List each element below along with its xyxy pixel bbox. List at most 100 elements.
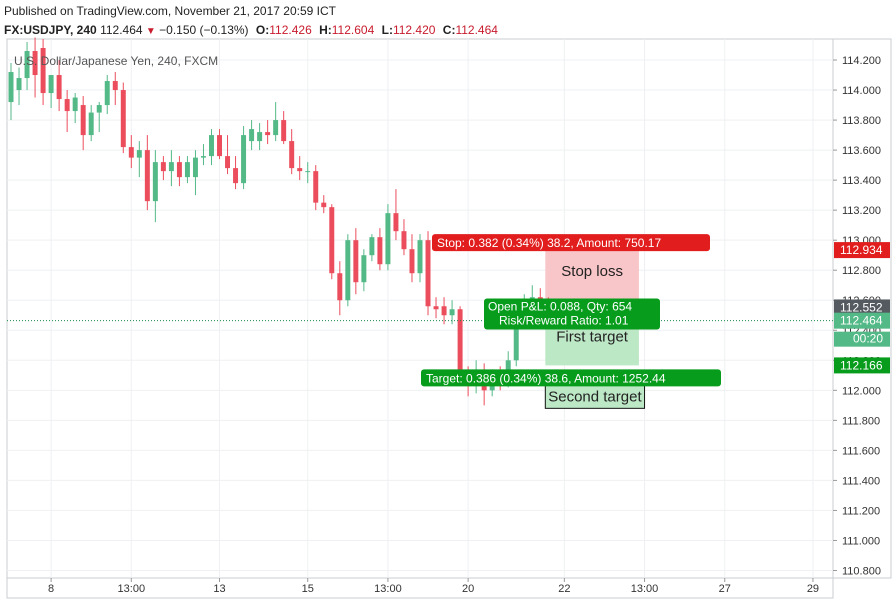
grid <box>6 38 892 599</box>
candle <box>16 78 22 91</box>
high-value: 112.604 <box>331 23 375 37</box>
candle <box>369 237 375 256</box>
close-value: 112.464 <box>455 23 498 37</box>
stop-level-tag-bg <box>834 242 890 259</box>
risk-reward-text: Risk/Reward Ratio: 1.01 <box>499 313 629 327</box>
countdown-text: 00:20 <box>853 332 883 346</box>
candle <box>104 81 110 106</box>
current-price-tag-bg <box>834 312 890 329</box>
x-tick-label: 8 <box>48 583 54 595</box>
candle <box>257 132 263 142</box>
x-tick-label: 13:00 <box>374 583 402 595</box>
candle <box>329 207 335 274</box>
price-change: −0.150 (−0.13%) <box>159 23 249 37</box>
time-axis-frame <box>6 577 834 599</box>
entry-level-tag: 112.552 <box>840 300 883 314</box>
candle <box>305 171 311 173</box>
candle <box>337 273 343 301</box>
candle <box>313 171 319 203</box>
candle <box>40 48 46 94</box>
candle <box>265 132 271 136</box>
candle <box>345 240 351 301</box>
candle <box>160 162 166 172</box>
candle <box>56 75 62 100</box>
y-tick-label: 111.800 <box>842 415 880 427</box>
candle <box>513 306 519 361</box>
y-tick-label: 113.600 <box>842 145 881 157</box>
candle <box>297 168 303 172</box>
candle <box>48 75 54 94</box>
candle <box>152 162 158 202</box>
stop-loss-text: Stop loss <box>561 263 623 280</box>
y-tick-label: 113.200 <box>842 205 881 217</box>
x-tick-label: 20 <box>462 583 474 595</box>
second-target-text: Second target <box>548 388 642 405</box>
open-pl-badge[interactable] <box>484 298 660 330</box>
y-tick-label: 111.600 <box>842 445 880 457</box>
y-tick-label: 112.800 <box>842 265 881 277</box>
x-tick-label: 13:00 <box>631 583 659 595</box>
candle <box>80 105 86 136</box>
candle <box>72 97 78 112</box>
y-tick-label: 110.800 <box>842 565 881 577</box>
candle <box>176 162 182 178</box>
first-target-text: First target <box>556 328 629 345</box>
candle <box>449 309 455 316</box>
entry-level-tag-bg <box>834 299 890 316</box>
countdown-bg <box>834 331 890 347</box>
candle <box>120 90 126 148</box>
low-label: L: <box>381 23 393 37</box>
y-tick-label: 113.800 <box>842 115 881 127</box>
last-price: 112.464 <box>100 23 143 37</box>
low-value: 112.420 <box>392 23 436 37</box>
candle <box>409 249 415 274</box>
candle <box>361 255 367 283</box>
stop-badge[interactable] <box>432 234 710 252</box>
y-tick-label: 114.000 <box>842 85 881 97</box>
candle <box>321 202 327 208</box>
published-line: Published on TradingView.com, November 2… <box>4 4 336 18</box>
y-tick-label: 113.400 <box>842 175 881 187</box>
candle <box>184 162 190 178</box>
plot-frame <box>6 38 834 579</box>
candle <box>385 213 391 265</box>
stop-badge-text: Stop: 0.382 (0.34%) 38.2, Amount: 750.17 <box>437 236 661 250</box>
candle <box>24 51 30 79</box>
current-price-tag: 112.464 <box>840 314 883 328</box>
position-badges: Stop: 0.382 (0.34%) 38.2, Amount: 750.17… <box>421 234 721 405</box>
down-arrow-icon: ▼ <box>145 26 156 37</box>
symbol-label: FX:USDJPY, 240 <box>4 23 97 37</box>
candle <box>457 309 463 376</box>
target-badge-text: Target: 0.386 (0.34%) 38.6, Amount: 1252… <box>426 371 666 385</box>
candle <box>281 120 287 142</box>
stop-loss-zone[interactable] <box>545 250 639 308</box>
stop-level-tag: 112.934 <box>840 243 883 257</box>
candle <box>88 112 94 136</box>
open-value: 112.426 <box>269 23 312 37</box>
candle <box>192 157 198 178</box>
candle <box>8 72 14 103</box>
chart-title: U.S. Dollar/Japanese Yen, 240, FXCM <box>14 54 218 68</box>
chart-header: Published on TradingView.com, November 2… <box>4 3 888 38</box>
candle <box>32 51 38 76</box>
x-tick-label: 29 <box>807 583 819 595</box>
candle <box>401 231 407 250</box>
candle <box>417 240 423 274</box>
target-badge[interactable] <box>421 369 721 387</box>
x-tick-label: 13:00 <box>118 583 146 595</box>
close-label: C: <box>442 23 456 37</box>
candle <box>209 135 214 157</box>
candle <box>144 150 150 202</box>
candle <box>393 213 399 232</box>
candle <box>441 306 447 316</box>
open-pl-text: Open P&L: 0.088, Qty: 654 <box>488 299 632 313</box>
candle <box>425 240 431 307</box>
high-label: H: <box>319 23 332 37</box>
candle <box>249 129 255 142</box>
x-tick-label: 27 <box>719 583 731 595</box>
candle <box>233 168 239 184</box>
y-tick-label: 111.400 <box>842 475 880 487</box>
candle <box>217 135 223 157</box>
